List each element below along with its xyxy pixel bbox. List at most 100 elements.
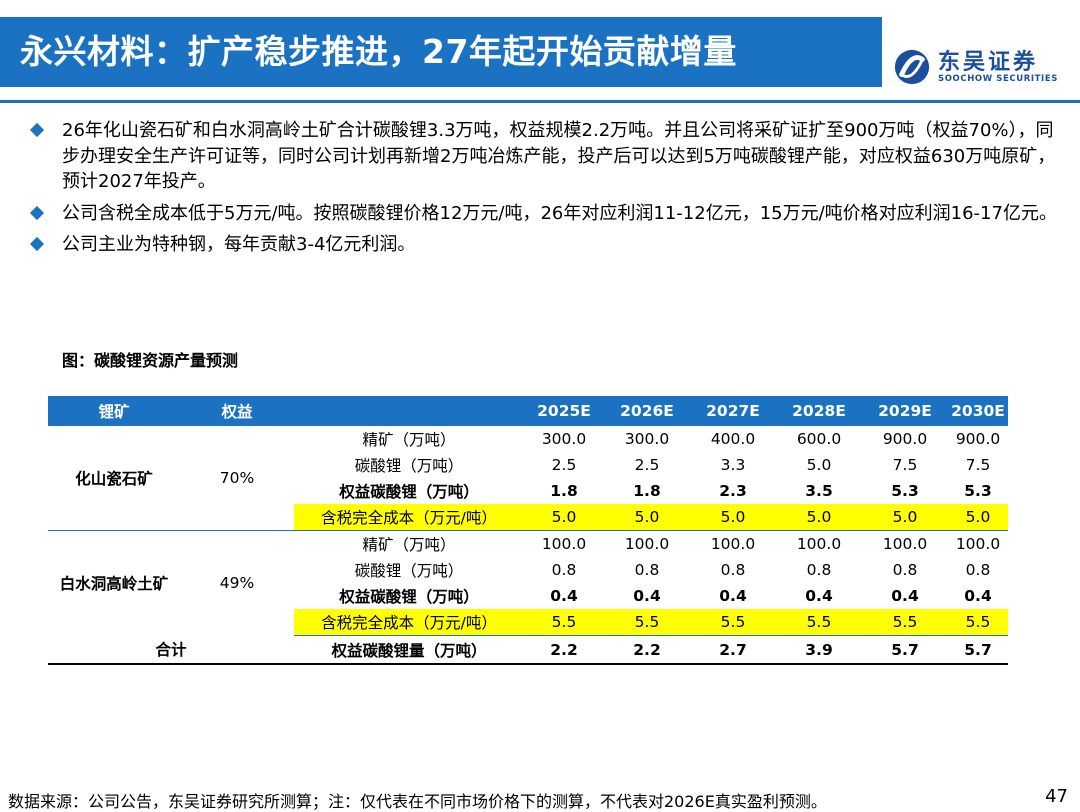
table-header-row: 锂矿 权益 2025E 2026E 2027E 2028E 2029E 2030…: [48, 396, 1008, 426]
equity-cell: 49%: [219, 574, 255, 593]
metric-cell: 权益碳酸锂（万吨）: [339, 483, 479, 501]
value-cell: 300.0: [541, 430, 587, 448]
value-cell: 900.0: [955, 430, 1001, 448]
diamond-bullet-icon: [29, 122, 45, 138]
bullet-item: 公司主业为特种钢，每年贡献3-4亿元利润。: [29, 232, 1060, 258]
value-cell: 100.0: [955, 535, 1001, 553]
value-cell: 5.0: [604, 504, 690, 531]
table-total-row: 合计 权益碳酸锂量（万吨） 2.2 2.2 2.7 3.9 5.7 5.7: [48, 635, 1008, 665]
value-cell: 0.4: [550, 587, 578, 605]
value-cell: 5.0: [524, 504, 604, 531]
total-value-cell: 2.2: [524, 635, 604, 665]
header-cell: 2028E: [776, 396, 862, 426]
table-row: 权益碳酸锂（万吨） 1.8 1.8 2.3 3.5 5.3 5.3: [48, 478, 1008, 504]
table-row-highlighted: 含税完全成本（万元/吨） 5.0 5.0 5.0 5.0 5.0 5.0: [48, 504, 1008, 531]
header-cell: [294, 396, 524, 426]
value-cell: 5.5: [524, 609, 604, 636]
group-separator: [48, 530, 1008, 531]
diamond-bullet-icon: [29, 205, 45, 220]
value-cell: 0.8: [634, 561, 660, 579]
value-cell: 0.8: [965, 561, 991, 579]
table-row: 化山瓷石矿 70% 精矿（万吨） 300.0 300.0 400.0 600.0…: [48, 426, 1008, 488]
value-cell: 5.5: [604, 609, 690, 636]
slide-title: 永兴材料：扩产稳步推进，27年起开始贡献增量: [20, 32, 737, 71]
value-cell: 7.5: [892, 456, 918, 474]
value-cell: 0.4: [633, 587, 661, 605]
header-cell: 2029E: [862, 396, 948, 426]
value-cell: 100.0: [710, 535, 756, 553]
value-cell: 7.5: [965, 456, 991, 474]
table-row: 白水洞高岭土矿 49% 精矿（万吨） 100.0 100.0 100.0 100…: [48, 531, 1008, 593]
total-value-cell: 2.2: [604, 635, 690, 665]
metric-cell: 含税完全成本（万元/吨）: [294, 609, 524, 636]
page-number: 47: [1045, 786, 1068, 807]
total-value-cell: 5.7: [862, 635, 948, 665]
value-cell: 1.8: [550, 482, 578, 500]
source-footnote: 数据来源：公司公告，东吴证券研究所测算；注：仅代表在不同市场价格下的测算，不代表…: [8, 792, 827, 811]
diamond-bullet-icon: [29, 236, 45, 252]
value-cell: 5.0: [806, 456, 832, 474]
metric-cell: 权益碳酸锂（万吨）: [339, 588, 479, 606]
value-cell: 0.8: [551, 561, 577, 579]
value-cell: 2.5: [634, 456, 660, 474]
value-cell: 5.5: [776, 609, 862, 636]
value-cell: 0.4: [805, 587, 833, 605]
bullet-text: 公司含税全成本低于5万元/吨。按照碳酸锂价格12万元/吨，26年对应利润11-1…: [62, 202, 1057, 224]
value-cell: 5.0: [776, 504, 862, 531]
table-row-highlighted: 含税完全成本（万元/吨） 5.5 5.5 5.5 5.5 5.5 5.5: [48, 609, 1008, 636]
header-cell: 2026E: [604, 396, 690, 426]
value-cell: 5.0: [948, 504, 1008, 531]
value-cell: 0.4: [719, 587, 747, 605]
company-logo: 东吴证券 SOOCHOW SECURITIES: [893, 44, 1063, 90]
value-cell: 0.4: [964, 587, 992, 605]
bullet-text: 26年化山瓷石矿和白水洞高岭土矿合计碳酸锂3.3万吨，权益规模2.2万吨。并且公…: [62, 120, 1056, 192]
value-cell: 100.0: [882, 535, 928, 553]
value-cell: 400.0: [710, 430, 756, 448]
value-cell: 0.4: [891, 587, 919, 605]
title-bar: 永兴材料：扩产稳步推进，27年起开始贡献增量: [0, 17, 882, 87]
figure-caption: 图：碳酸锂资源产量预测: [62, 351, 239, 370]
logo-text-en: SOOCHOW SECURITIES: [938, 74, 1058, 84]
logo-text-cn: 东吴证券: [938, 50, 1039, 75]
value-cell: 900.0: [882, 430, 928, 448]
value-cell: 5.3: [891, 482, 919, 500]
bullet-text: 公司主业为特种钢，每年贡献3-4亿元利润。: [62, 234, 416, 255]
value-cell: 600.0: [796, 430, 842, 448]
total-value-cell: 2.7: [690, 635, 776, 665]
value-cell: 0.8: [806, 561, 832, 579]
total-value-cell: 5.7: [948, 635, 1008, 665]
header-cell: 2030E: [948, 396, 1008, 426]
bullet-item: 26年化山瓷石矿和白水洞高岭土矿合计碳酸锂3.3万吨，权益规模2.2万吨。并且公…: [29, 118, 1060, 195]
mine-name-cell: 白水洞高岭土矿: [59, 575, 169, 594]
table-row: 碳酸锂（万吨） 0.8 0.8 0.8 0.8 0.8 0.8: [48, 557, 1008, 583]
value-cell: 3.3: [720, 456, 746, 474]
value-cell: 5.5: [862, 609, 948, 636]
value-cell: 2.5: [551, 456, 577, 474]
mine-name-cell: 化山瓷石矿: [75, 470, 153, 488]
total-metric-cell: 权益碳酸锂量（万吨）: [294, 635, 524, 665]
value-cell: 5.5: [948, 609, 1008, 636]
value-cell: 5.0: [862, 504, 948, 531]
value-cell: 100.0: [541, 535, 587, 553]
header-cell: 2025E: [524, 396, 604, 426]
soochow-logo-icon: [894, 49, 930, 85]
value-cell: 100.0: [624, 535, 670, 553]
metric-cell: 含税完全成本（万元/吨）: [294, 504, 524, 531]
value-cell: 300.0: [624, 430, 670, 448]
metric-cell: 碳酸锂（万吨）: [354, 457, 464, 475]
header-cell: 2027E: [690, 396, 776, 426]
metric-cell: 精矿（万吨）: [362, 431, 456, 449]
equity-cell: 70%: [219, 469, 255, 487]
value-cell: 0.8: [720, 561, 746, 579]
title-divider: [0, 100, 1080, 103]
bullet-list: 26年化山瓷石矿和白水洞高岭土矿合计碳酸锂3.3万吨，权益规模2.2万吨。并且公…: [29, 118, 1060, 264]
bullet-item: 公司含税全成本低于5万元/吨。按照碳酸锂价格12万元/吨，26年对应利润11-1…: [29, 201, 1060, 227]
total-label-cell: 合计: [48, 635, 294, 665]
value-cell: 3.5: [805, 482, 833, 500]
table-row: 碳酸锂（万吨） 2.5 2.5 3.3 5.0 7.5 7.5: [48, 452, 1008, 478]
total-value-cell: 3.9: [776, 635, 862, 665]
value-cell: 1.8: [633, 482, 661, 500]
value-cell: 5.0: [690, 504, 776, 531]
table-row: 权益碳酸锂（万吨） 0.4 0.4 0.4 0.4 0.4 0.4: [48, 583, 1008, 609]
value-cell: 100.0: [796, 535, 842, 553]
